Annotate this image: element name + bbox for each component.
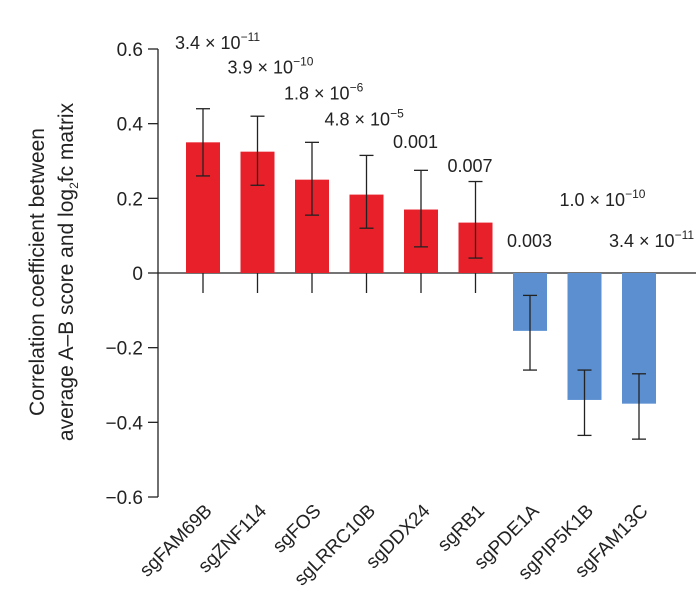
pvalue-label-sgFOS: 1.8 × 10−6	[284, 80, 364, 103]
pvalue-base: 0.003	[507, 231, 552, 251]
pvalue-label-sgPDE1A: 0.003	[507, 231, 552, 251]
y-tick-label: −0.4	[105, 413, 143, 434]
y-tick-label: 0	[132, 264, 143, 285]
error-bar-sgLRRC10B	[359, 154, 374, 293]
y-axis-label-line2: average A–B score and log2fc matrix	[55, 102, 81, 441]
error-bar-sgFOS	[305, 141, 319, 293]
bar-layer	[186, 142, 656, 404]
y-tick-label: −0.2	[105, 339, 143, 360]
pvalue-base: 0.007	[448, 156, 493, 176]
y-axis-label-line2-sub: 2	[67, 182, 81, 189]
pvalue-base: 3.9 × 10	[228, 57, 294, 77]
y-tick-label: 0.2	[117, 189, 143, 210]
pvalue-label-sgDDX24: 0.001	[393, 132, 438, 152]
pvalue-base: 4.8 × 10	[325, 110, 391, 130]
pvalue-exponent: −11	[675, 228, 695, 242]
pvalue-label-sgZNF114: 3.9 × 10−10	[228, 54, 314, 77]
pvalue-exponent: −10	[293, 54, 314, 68]
y-tick-label: 0.4	[117, 115, 144, 136]
y-axis-label-line1: Correlation coefficient between	[26, 128, 49, 416]
pvalue-label-sgFAM69B: 3.4 × 10−11	[175, 30, 260, 53]
error-bar-sgPIP5K1B	[577, 369, 592, 437]
y-tick-label: 0.6	[117, 40, 143, 61]
error-bar-sgZNF114	[250, 115, 265, 293]
pvalue-label-sgFAM13C: 3.4 × 10−11	[609, 228, 694, 251]
error-bar-sgFAM13C	[632, 373, 646, 440]
error-bar-sgFAM69B	[196, 108, 210, 293]
pvalue-layer: 3.4 × 10−113.9 × 10−101.8 × 10−64.8 × 10…	[175, 30, 694, 251]
pvalue-base: 3.4 × 10	[175, 33, 241, 53]
pvalue-base: 3.4 × 10	[609, 231, 675, 251]
error-bar-layer	[196, 108, 646, 440]
error-bar-sgDDX24	[414, 169, 428, 293]
pvalue-label-sgRB1: 0.007	[448, 156, 493, 176]
error-bar-sgPDE1A	[523, 294, 537, 371]
pvalue-exponent: −10	[625, 187, 646, 201]
pvalue-exponent: −6	[350, 80, 364, 94]
pvalue-base: 1.8 × 10	[284, 83, 350, 103]
y-tick-label: −0.6	[105, 488, 143, 509]
pvalue-base: 1.0 × 10	[560, 190, 626, 210]
y-axis-label-line2-pre: average A–B score and log	[55, 189, 78, 441]
y-axis-label: Correlation coefficient between average …	[26, 102, 81, 441]
pvalue-base: 0.001	[393, 132, 438, 152]
pvalue-label-sgPIP5K1B: 1.0 × 10−10	[560, 187, 646, 210]
pvalue-label-sgLRRC10B: 4.8 × 10−5	[325, 107, 405, 130]
axis-layer: 0.6 0.4 0.2 0 −0.2 −0.4 −0.6	[105, 40, 696, 509]
error-bar-sgRB1	[468, 180, 483, 293]
y-axis-label-line2-post: fc matrix	[55, 102, 78, 182]
pvalue-exponent: −5	[390, 107, 404, 121]
pvalue-exponent: −11	[241, 30, 261, 44]
